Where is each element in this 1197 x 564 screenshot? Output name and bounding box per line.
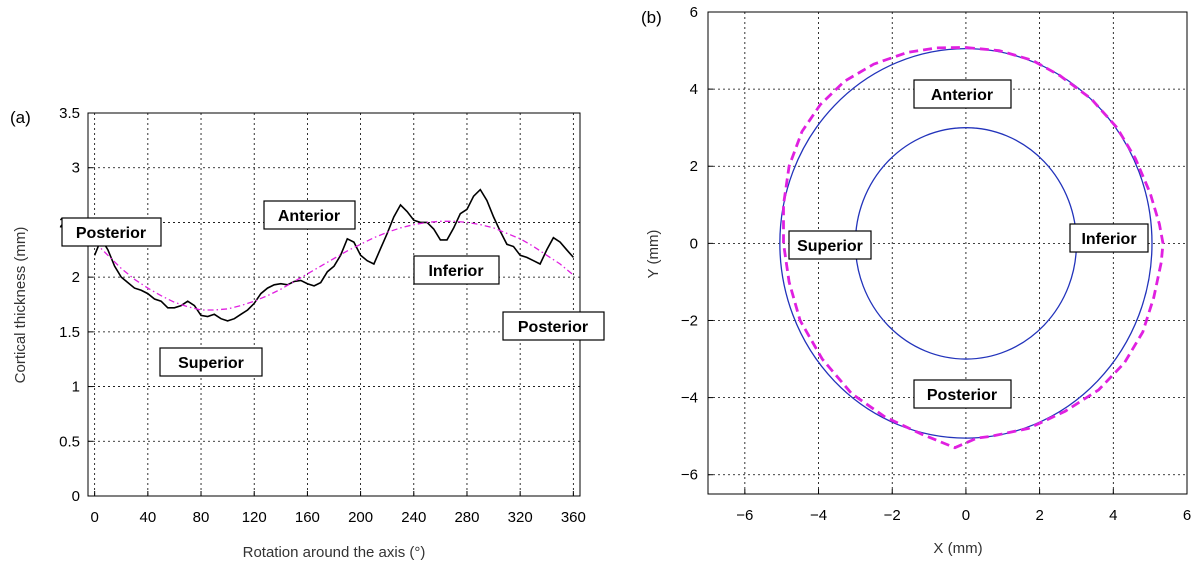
svg-text:Anterior: Anterior bbox=[931, 87, 993, 104]
x-tick-label: 320 bbox=[508, 509, 533, 526]
x-axis-label-a: Rotation around the axis (°) bbox=[243, 544, 426, 561]
x-tick-label: 40 bbox=[139, 509, 156, 526]
annotation-inferior-b: Inferior bbox=[1069, 223, 1149, 253]
x-tick-label: 240 bbox=[401, 509, 426, 526]
svg-text:Inferior: Inferior bbox=[428, 263, 483, 280]
x-tick-label: 200 bbox=[348, 509, 373, 526]
y-tick-label: −4 bbox=[681, 390, 698, 407]
series-line-fit bbox=[94, 220, 574, 311]
series-line-measured bbox=[93, 188, 575, 322]
annotation-posterior-b: Posterior bbox=[913, 379, 1012, 409]
x-tick-label: −2 bbox=[884, 507, 901, 524]
y-tick-label: −2 bbox=[681, 312, 698, 329]
x-tick-label: −6 bbox=[736, 507, 753, 524]
dashed-contour bbox=[782, 46, 1165, 450]
svg-text:Inferior: Inferior bbox=[1081, 231, 1136, 248]
x-tick-label: 280 bbox=[454, 509, 479, 526]
y-tick-label: 0 bbox=[690, 235, 698, 252]
y-axis-label-b: Y (mm) bbox=[645, 230, 662, 279]
y-tick-label: 2 bbox=[690, 158, 698, 175]
y-tick-label: 1.5 bbox=[59, 324, 80, 341]
svg-text:Superior: Superior bbox=[797, 238, 863, 255]
svg-text:Anterior: Anterior bbox=[278, 208, 340, 225]
series-group-a bbox=[93, 188, 575, 322]
x-axis-label-b: X (mm) bbox=[933, 540, 982, 557]
y-tick-label: −6 bbox=[681, 467, 698, 484]
y-tick-label: 2 bbox=[72, 269, 80, 286]
svg-text:Superior: Superior bbox=[178, 355, 244, 372]
x-tick-label: 2 bbox=[1035, 507, 1043, 524]
x-tick-label: 120 bbox=[242, 509, 267, 526]
x-tick-label: 6 bbox=[1183, 507, 1191, 524]
svg-text:Posterior: Posterior bbox=[927, 387, 997, 404]
x-tick-label: 0 bbox=[962, 507, 970, 524]
y-axis-label-a: Cortical thickness (mm) bbox=[12, 227, 29, 384]
y-tick-label: 0 bbox=[72, 488, 80, 505]
x-tick-label: −4 bbox=[810, 507, 827, 524]
annotation-superior: Superior bbox=[159, 347, 263, 377]
x-tick-label: 360 bbox=[561, 509, 586, 526]
x-tick-label: 0 bbox=[90, 509, 98, 526]
annotation-posterior-right: Posterior bbox=[502, 311, 605, 341]
annotation-posterior-left: Posterior bbox=[61, 217, 162, 247]
annotation-anterior: Anterior bbox=[263, 200, 356, 230]
y-tick-label: 1 bbox=[72, 379, 80, 396]
y-tick-label: 6 bbox=[690, 4, 698, 21]
chart-a: (a) 0 40 80 120 160 200 240 280 320 360 0 0.5 1 1.5 2… bbox=[10, 105, 605, 561]
y-tick-label: 0.5 bbox=[59, 433, 80, 450]
plot-frame-b bbox=[707, 11, 1188, 495]
annotation-superior-b: Superior bbox=[788, 230, 872, 260]
panel-label-a: (a) bbox=[10, 108, 31, 127]
y-tick-labels-b: −6 −4 −2 0 2 4 6 bbox=[681, 4, 698, 484]
svg-text:Posterior: Posterior bbox=[76, 225, 146, 242]
panel-label-b: (b) bbox=[641, 8, 662, 27]
y-tick-label: 4 bbox=[690, 81, 698, 98]
x-tick-label: 160 bbox=[295, 509, 320, 526]
x-tick-label: 4 bbox=[1109, 507, 1117, 524]
x-tick-labels-b: −6 −4 −2 0 2 4 6 bbox=[736, 507, 1191, 524]
y-tick-labels-a: 00.511.522.533.5 bbox=[59, 105, 80, 505]
annotation-inferior: Inferior bbox=[413, 255, 500, 285]
annotation-anterior-b: Anterior bbox=[913, 79, 1012, 109]
gridlines-a bbox=[88, 112, 580, 497]
plot-frame-a bbox=[87, 112, 581, 497]
x-tick-labels-a: 0 40 80 120 160 200 240 280 320 360 bbox=[90, 509, 585, 526]
x-tick-label: 80 bbox=[193, 509, 210, 526]
svg-text:Posterior: Posterior bbox=[518, 319, 588, 336]
y-tick-label: 3 bbox=[72, 160, 80, 177]
y-tick-label: 3.5 bbox=[59, 105, 80, 122]
